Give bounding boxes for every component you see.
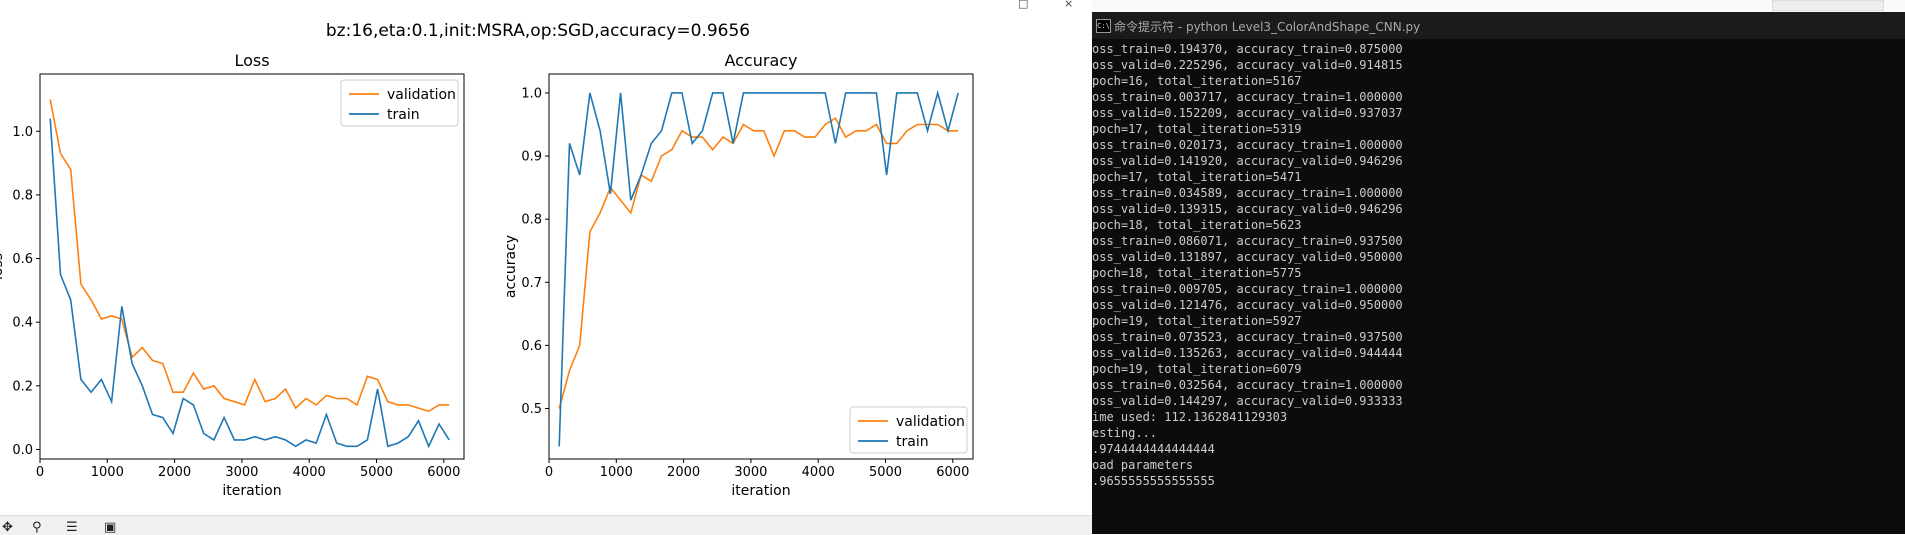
thumbnail-preview [1772,0,1884,11]
maximize-button[interactable]: □ [1018,0,1029,10]
console-line: oss_valid=0.139315, accuracy_valid=0.946… [1092,202,1403,216]
console-titlebar[interactable]: C:\ 命令提示符 - python Level3_ColorAndShape_… [1092,12,1905,39]
console-line: poch=17, total_iteration=5319 [1092,122,1302,136]
console-line: oss_valid=0.225296, accuracy_valid=0.914… [1092,58,1403,72]
y-tick-label: 0.6 [521,339,542,354]
x-tick-label: 6000 [936,465,969,480]
x-tick-label: 4000 [802,465,835,480]
x-tick-label: 2000 [667,465,700,480]
series-line-train [49,118,450,449]
console-line: poch=18, total_iteration=5623 [1092,218,1302,232]
desktop-strip [1092,0,1905,12]
x-tick-label: 0 [36,465,44,480]
pan-icon[interactable]: ✥ [2,520,13,535]
console-line: oss_valid=0.152209, accuracy_valid=0.937… [1092,106,1403,120]
close-button[interactable]: × [1064,0,1074,10]
x-tick-label: 2000 [158,465,191,480]
accuracy-chart: Accuracy 0 1000 2000 3000 4000 5000 6000 0.5 0.6 0… [503,51,974,499]
y-tick-label: 0.8 [12,188,33,203]
console-line: oss_valid=0.131897, accuracy_valid=0.950… [1092,250,1403,264]
y-tick-label: 0.9 [521,150,542,165]
series-line-train [558,89,959,447]
console-line: oad parameters [1092,458,1194,472]
console-line: oss_train=0.003717, accuracy_train=1.000… [1092,90,1403,104]
console-line: oss_valid=0.135263, accuracy_valid=0.944… [1092,346,1403,360]
series-line-validation [558,117,959,409]
console-line: oss_train=0.086071, accuracy_train=0.937… [1092,234,1403,248]
console-line: oss_train=0.194370, accuracy_train=0.875… [1092,42,1403,56]
chart-title: Accuracy [724,51,797,70]
y-tick-label: 1.0 [521,86,542,101]
configure-subplots-icon[interactable]: ☰ [66,520,78,535]
y-tick-label: 0.6 [12,252,33,267]
y-tick-label: 1.0 [12,125,33,140]
x-tick-label: 0 [545,465,553,480]
y-axis-label: loss [0,253,6,280]
console-line: esting... [1092,426,1158,440]
figure-suptitle: bz:16,eta:0.1,init:MSRA,op:SGD,accuracy=… [326,21,750,41]
console-line: oss_train=0.032564, accuracy_train=1.000… [1092,378,1403,392]
figure-canvas: bz:16,eta:0.1,init:MSRA,op:SGD,accuracy=… [0,21,974,499]
chart-title: Loss [234,51,269,70]
console-line: oss_train=0.034589, accuracy_train=1.000… [1092,186,1403,200]
legend-label: train [896,434,929,450]
command-prompt-window: C:\ 命令提示符 - python Level3_ColorAndShape_… [1092,0,1905,534]
x-tick-label: 1000 [600,465,633,480]
x-tick-label: 5000 [360,465,393,480]
console-line: poch=18, total_iteration=5775 [1092,266,1302,280]
console-line: poch=19, total_iteration=6079 [1092,362,1302,376]
x-tick-label: 1000 [91,465,124,480]
console-line: oss_valid=0.141920, accuracy_valid=0.946… [1092,154,1403,168]
y-tick-label: 0.7 [521,276,542,291]
legend-label: validation [387,87,456,103]
console-line: oss_train=0.009705, accuracy_train=1.000… [1092,282,1403,296]
console-line: oss_train=0.073523, accuracy_train=0.937… [1092,330,1403,344]
console-line: .9655555555555555 [1092,474,1215,488]
plot-frame [548,73,974,460]
y-tick-label: 0.4 [12,316,33,331]
x-tick-label: 3000 [734,465,767,480]
y-tick-label: 0.8 [521,213,542,228]
x-tick-label: 4000 [293,465,326,480]
plot-frame [39,73,465,460]
console-line: poch=19, total_iteration=5927 [1092,314,1302,328]
loss-chart: Loss 0 1000 2000 3000 4000 5000 6000 0.0 0.2 0.4 0.… [0,51,465,499]
y-tick-label: 0.0 [12,443,33,458]
console-output: oss_train=0.194370, accuracy_train=0.875… [1092,41,1905,489]
x-axis-label: iteration [731,483,790,499]
console-title: 命令提示符 - python Level3_ColorAndShape_CNN.… [1114,20,1421,34]
y-axis-label: accuracy [503,235,519,298]
zoom-icon[interactable]: ⚲ [32,520,42,535]
console-line: oss_train=0.020173, accuracy_train=1.000… [1092,138,1403,152]
x-tick-label: 6000 [427,465,460,480]
series-line-validation [49,99,450,413]
console-line: poch=17, total_iteration=5471 [1092,170,1302,184]
console-line: oss_valid=0.121476, accuracy_valid=0.950… [1092,298,1403,312]
x-tick-label: 3000 [225,465,258,480]
console-line: poch=16, total_iteration=5167 [1092,74,1302,88]
save-icon[interactable]: ▣ [104,520,117,535]
x-axis-label: iteration [222,483,281,499]
legend-label: validation [896,414,965,430]
matplotlib-figure-window: bz:16,eta:0.1,init:MSRA,op:SGD,accuracy=… [0,0,1092,535]
y-tick-label: 0.5 [521,402,542,417]
figure-toolbar: ✥ ⚲ ☰ ▣ [0,515,1092,535]
console-line: oss_valid=0.144297, accuracy_valid=0.933… [1092,394,1403,408]
y-tick-label: 0.2 [12,379,33,394]
cmd-icon: C:\ [1096,19,1111,33]
x-tick-label: 5000 [869,465,902,480]
legend-label: train [387,107,420,123]
console-line: .9744444444444444 [1092,442,1215,456]
console-line: ime used: 112.1362841129303 [1092,410,1288,424]
